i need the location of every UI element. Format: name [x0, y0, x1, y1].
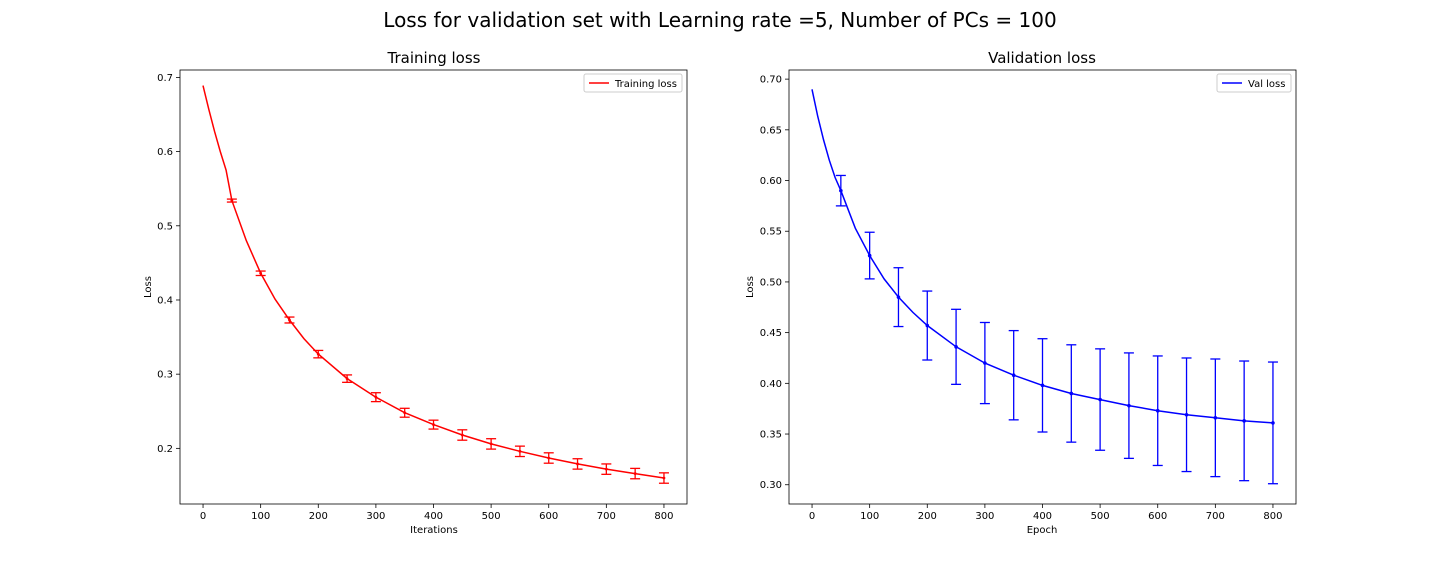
validation-loss-ytick-label: 0.30	[760, 480, 782, 491]
training-loss-panel: Training loss Iterations Loss 0 100 200 300…	[143, 49, 688, 536]
training-loss-data-point	[662, 476, 666, 480]
training-loss-data-point	[316, 352, 320, 356]
training-loss-xtick-label: 400	[424, 511, 443, 522]
training-loss-ytick-label: 0.2	[157, 444, 173, 455]
training-loss-legend: Training loss	[583, 73, 683, 93]
validation-loss-data-point	[1127, 403, 1131, 408]
training-loss-ylabel: Loss	[143, 276, 154, 298]
validation-loss-xtick-label: 0	[809, 511, 815, 522]
training-loss-data-point	[288, 318, 291, 322]
training-loss-ytick-label: 0.5	[157, 221, 173, 232]
validation-loss-xtick-label: 200	[918, 511, 937, 522]
training-loss-data-point	[345, 377, 349, 381]
validation-loss-legend-label: Val loss	[1248, 79, 1285, 90]
training-loss-ytick-label: 0.6	[157, 147, 173, 158]
training-loss-data-point	[460, 433, 464, 437]
training-loss-marks: 0 100 200 300 400 500 600 700 800 0.2 0.3 0.4 0.5 0.6…	[157, 73, 673, 522]
training-loss-data-point	[604, 467, 608, 471]
validation-loss-xtick-label: 400	[1033, 511, 1052, 522]
training-loss-data-point	[230, 199, 234, 202]
validation-loss-xtick-label: 100	[860, 511, 879, 522]
validation-loss-data-point	[1098, 397, 1102, 402]
validation-loss-data-point	[1040, 383, 1045, 388]
validation-loss-data-point	[1184, 412, 1189, 417]
validation-loss-ytick-label: 0.60	[760, 176, 782, 187]
validation-loss-data-point	[983, 361, 987, 365]
validation-loss-data-point	[954, 345, 958, 349]
validation-loss-data-point	[1213, 416, 1218, 420]
validation-loss-panel: Validation loss Epoch Loss 0 100 200 300 400…	[745, 49, 1297, 536]
validation-loss-ytick-label: 0.55	[760, 227, 782, 238]
validation-loss-marks: 0 100 200 300 400 500 600 700 800 0.30 0.35 0.40 0.4…	[760, 75, 1283, 522]
validation-loss-legend-box	[1216, 73, 1292, 93]
validation-loss-data-point	[925, 323, 930, 328]
validation-loss-xtick-label: 600	[1148, 511, 1167, 522]
validation-loss-xtick-label: 800	[1263, 511, 1282, 522]
training-loss-xlabel: Iterations	[410, 525, 458, 536]
training-loss-legend-box	[583, 73, 683, 93]
validation-loss-series-line	[811, 89, 1274, 424]
training-loss-xtick-label: 200	[309, 511, 328, 522]
validation-loss-data-point	[1069, 391, 1074, 396]
validation-loss-ylabel: Loss	[745, 276, 756, 298]
training-loss-data-point	[547, 456, 551, 460]
training-loss-xtick-label: 0	[200, 511, 206, 522]
training-loss-data-point	[576, 462, 579, 466]
training-loss-xtick-label: 500	[482, 511, 501, 522]
validation-loss-ytick-label: 0.65	[760, 125, 782, 136]
training-loss-data-point	[374, 395, 378, 399]
validation-loss-xlabel: Epoch	[1027, 525, 1058, 536]
validation-loss-xtick-label: 500	[1091, 511, 1110, 522]
training-loss-data-point	[518, 449, 522, 453]
validation-loss-data-point	[896, 295, 901, 299]
training-loss-xtick-label: 300	[366, 511, 385, 522]
training-loss-xtick-label: 600	[539, 511, 558, 522]
validation-loss-data-point	[1242, 419, 1246, 423]
validation-loss-data-point	[1011, 373, 1016, 378]
training-loss-data-point	[259, 271, 263, 275]
training-loss-xtick-label: 100	[251, 511, 270, 522]
training-loss-xtick-label: 800	[654, 511, 673, 522]
training-loss-data-point	[633, 472, 637, 475]
validation-loss-ytick-label: 0.35	[760, 430, 782, 441]
validation-loss-xtick-label: 700	[1206, 511, 1225, 522]
figure-suptitle: Loss for validation set with Learning ra…	[383, 8, 1056, 32]
training-loss-ytick-label: 0.7	[157, 73, 173, 84]
training-loss-ytick-label: 0.4	[157, 295, 173, 306]
training-loss-data-point	[489, 442, 493, 446]
validation-loss-ytick-label: 0.40	[760, 379, 782, 390]
training-loss-title: Training loss	[387, 49, 481, 67]
validation-loss-ytick-label: 0.70	[760, 75, 782, 86]
training-loss-xtick-label: 700	[597, 511, 616, 522]
training-loss-legend-label: Training loss	[614, 79, 677, 90]
validation-loss-ytick-label: 0.45	[760, 328, 782, 339]
training-loss-ytick-label: 0.3	[157, 370, 173, 381]
validation-loss-plot-frame	[788, 69, 1297, 505]
validation-loss-legend: Val loss	[1216, 73, 1292, 93]
validation-loss-title: Validation loss	[988, 49, 1096, 67]
training-loss-data-point	[403, 411, 407, 415]
validation-loss-xtick-label: 300	[975, 511, 994, 522]
validation-loss-data-point	[867, 253, 872, 258]
training-loss-series-line	[202, 85, 665, 479]
training-loss-data-point	[432, 423, 435, 427]
training-loss-plot-frame	[179, 69, 688, 505]
validation-loss-ytick-label: 0.50	[760, 277, 782, 288]
validation-loss-data-point	[1271, 421, 1275, 425]
validation-loss-data-point	[839, 188, 843, 193]
validation-loss-data-point	[1155, 408, 1160, 413]
